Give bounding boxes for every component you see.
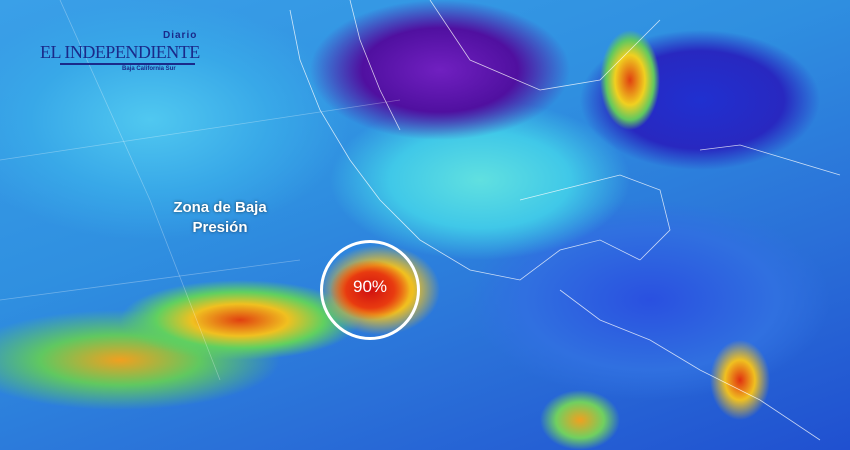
logo-top: Diario: [163, 30, 198, 41]
probability-circle: 90%: [320, 240, 420, 340]
probability-value: 90%: [352, 277, 388, 296]
logo-divider: [60, 63, 195, 65]
label-line2: Presión: [192, 219, 248, 236]
logo-main: EL INDEPENDIENTE: [40, 42, 200, 62]
logo-sub: Baja California Sur: [122, 66, 176, 72]
newspaper-logo: Diario EL INDEPENDIENTE Baja California …: [40, 22, 205, 77]
low-pressure-label: Zona de Baja Presión: [160, 198, 280, 238]
label-line1: Zona de Baja: [173, 199, 267, 216]
